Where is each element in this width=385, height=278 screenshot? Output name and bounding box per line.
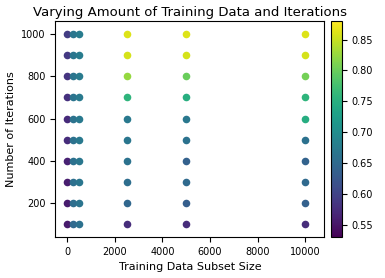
Point [302, 138, 308, 142]
Point [70, 159, 76, 163]
Point [70, 222, 76, 227]
Y-axis label: Number of Iterations: Number of Iterations [5, 71, 15, 187]
Point [64, 95, 70, 100]
Point [302, 53, 308, 57]
Point [183, 74, 189, 78]
Point [183, 159, 189, 163]
Point [70, 180, 76, 184]
Point [70, 74, 76, 78]
Point [76, 159, 82, 163]
Point [64, 201, 70, 205]
Point [124, 53, 130, 57]
Point [64, 180, 70, 184]
Point [76, 53, 82, 57]
Point [70, 138, 76, 142]
Point [76, 180, 82, 184]
Point [183, 138, 189, 142]
Point [183, 53, 189, 57]
Point [302, 159, 308, 163]
Title: Varying Amount of Training Data and Iterations: Varying Amount of Training Data and Iter… [33, 6, 347, 19]
Point [64, 32, 70, 36]
Point [302, 180, 308, 184]
Point [124, 138, 130, 142]
Point [64, 53, 70, 57]
Point [124, 74, 130, 78]
Point [64, 138, 70, 142]
Point [76, 116, 82, 121]
Point [183, 201, 189, 205]
Point [76, 32, 82, 36]
Point [64, 116, 70, 121]
Point [76, 201, 82, 205]
Point [124, 159, 130, 163]
Point [302, 201, 308, 205]
Point [76, 222, 82, 227]
Point [70, 95, 76, 100]
Point [70, 53, 76, 57]
Point [183, 95, 189, 100]
Point [124, 180, 130, 184]
Point [124, 95, 130, 100]
Point [76, 95, 82, 100]
Point [76, 74, 82, 78]
X-axis label: Training Data Subset Size: Training Data Subset Size [119, 262, 261, 272]
Point [183, 32, 189, 36]
Point [76, 138, 82, 142]
Point [64, 74, 70, 78]
Point [64, 159, 70, 163]
Point [302, 32, 308, 36]
Point [302, 116, 308, 121]
Point [70, 32, 76, 36]
Point [183, 222, 189, 227]
Point [124, 116, 130, 121]
Point [64, 222, 70, 227]
Point [302, 222, 308, 227]
Point [124, 222, 130, 227]
Point [70, 201, 76, 205]
Point [302, 95, 308, 100]
Point [183, 180, 189, 184]
Point [70, 116, 76, 121]
Point [124, 201, 130, 205]
Point [124, 32, 130, 36]
Point [183, 116, 189, 121]
Point [302, 74, 308, 78]
